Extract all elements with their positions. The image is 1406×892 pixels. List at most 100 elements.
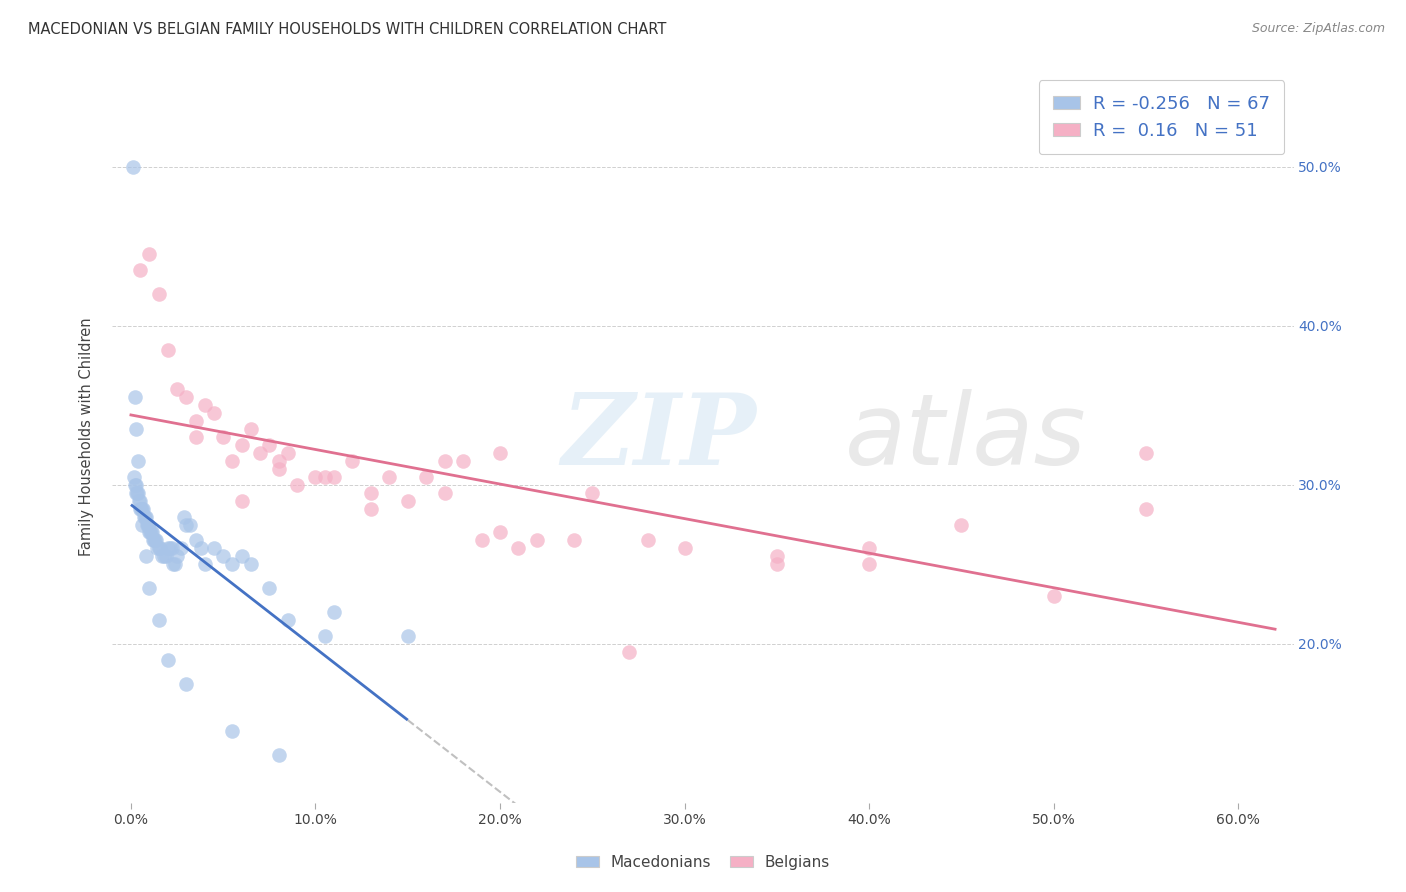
Point: [124, 477, 146, 491]
Point: [131, 517, 153, 532]
Point: [277, 613, 299, 627]
Point: [470, 533, 492, 548]
Point: [160, 541, 183, 556]
Point: [259, 438, 281, 452]
Point: [125, 422, 148, 436]
Point: [581, 485, 603, 500]
Point: [179, 517, 201, 532]
Point: [489, 525, 512, 540]
Point: [124, 390, 146, 404]
Point: [166, 549, 188, 564]
Point: [149, 541, 172, 556]
Point: [121, 160, 143, 174]
Point: [637, 533, 659, 548]
Point: [136, 517, 159, 532]
Point: [165, 558, 187, 572]
Point: [139, 525, 162, 540]
Point: [135, 517, 157, 532]
Point: [127, 485, 149, 500]
Point: [153, 549, 176, 564]
Point: [433, 454, 456, 468]
Point: [142, 533, 165, 548]
Point: [143, 533, 166, 548]
Point: [194, 398, 217, 412]
Point: [378, 470, 401, 484]
Point: [135, 549, 157, 564]
Point: [174, 676, 197, 690]
Point: [489, 446, 512, 460]
Point: [166, 383, 188, 397]
Point: [150, 549, 173, 564]
Point: [141, 525, 163, 540]
Point: [162, 558, 184, 572]
Point: [132, 509, 155, 524]
Point: [129, 493, 152, 508]
Legend: Macedonians, Belgians: Macedonians, Belgians: [569, 848, 837, 876]
Point: [433, 485, 456, 500]
Point: [129, 501, 152, 516]
Point: [131, 501, 153, 516]
Point: [128, 493, 150, 508]
Point: [396, 493, 419, 508]
Point: [155, 549, 177, 564]
Point: [202, 541, 225, 556]
Point: [127, 485, 149, 500]
Point: [950, 517, 973, 532]
Point: [194, 558, 217, 572]
Text: atlas: atlas: [845, 389, 1087, 485]
Point: [396, 629, 419, 643]
Point: [221, 454, 243, 468]
Point: [231, 493, 253, 508]
Point: [259, 581, 281, 595]
Point: [156, 541, 179, 556]
Point: [766, 558, 789, 572]
Point: [360, 501, 382, 516]
Point: [124, 477, 146, 491]
Point: [156, 653, 179, 667]
Point: [138, 247, 160, 261]
Point: [766, 549, 789, 564]
Point: [239, 422, 262, 436]
Point: [267, 462, 290, 476]
Point: [277, 446, 299, 460]
Point: [249, 446, 271, 460]
Point: [143, 533, 166, 548]
Point: [1135, 501, 1157, 516]
Point: [184, 533, 207, 548]
Point: [285, 477, 308, 491]
Point: [170, 541, 193, 556]
Point: [127, 454, 149, 468]
Point: [148, 541, 170, 556]
Point: [858, 558, 880, 572]
Y-axis label: Family Households with Children: Family Households with Children: [79, 318, 94, 557]
Point: [184, 414, 207, 428]
Point: [145, 533, 167, 548]
Point: [190, 541, 212, 556]
Point: [174, 390, 197, 404]
Point: [267, 748, 290, 763]
Text: Source: ZipAtlas.com: Source: ZipAtlas.com: [1251, 22, 1385, 36]
Point: [122, 470, 145, 484]
Point: [267, 454, 290, 468]
Point: [148, 613, 170, 627]
Point: [322, 470, 346, 484]
Point: [129, 263, 152, 277]
Point: [314, 629, 336, 643]
Point: [314, 470, 336, 484]
Point: [129, 501, 152, 516]
Point: [202, 406, 225, 420]
Point: [174, 517, 197, 532]
Point: [221, 558, 243, 572]
Point: [134, 509, 156, 524]
Point: [673, 541, 696, 556]
Point: [858, 541, 880, 556]
Point: [141, 525, 163, 540]
Point: [159, 541, 181, 556]
Point: [221, 724, 243, 739]
Point: [304, 470, 326, 484]
Text: ZIP: ZIP: [561, 389, 756, 485]
Point: [231, 438, 253, 452]
Point: [212, 549, 235, 564]
Point: [231, 549, 253, 564]
Point: [619, 645, 641, 659]
